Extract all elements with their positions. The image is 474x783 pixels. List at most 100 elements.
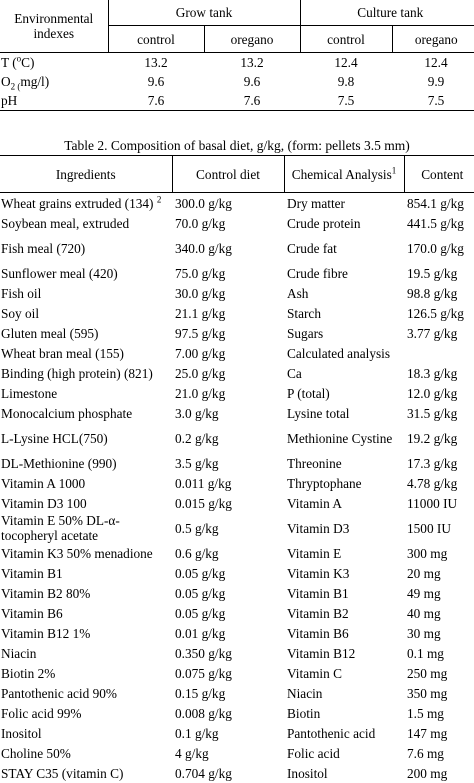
control-diet-cell: 0.05 g/kg bbox=[172, 603, 284, 623]
chemical-analysis-cell: Vitamin B1 bbox=[284, 583, 404, 603]
chemical-analysis-cell: Crude protein bbox=[284, 213, 404, 233]
content-cell: 31.5 g/kg bbox=[404, 403, 474, 423]
content-cell: 49 mg bbox=[404, 583, 474, 603]
ingredient-cell: Wheat grains extruded (134) 2 bbox=[0, 193, 172, 214]
control-diet-cell: 0.1 g/kg bbox=[172, 723, 284, 743]
ingredient-cell: Vitamin E 50% DL-α-tocopheryl acetate bbox=[0, 513, 172, 543]
ingredient-cell: Inositol bbox=[0, 723, 172, 743]
chemical-analysis-cell: Starch bbox=[284, 303, 404, 323]
control-diet-cell: 0.075 g/kg bbox=[172, 663, 284, 683]
control-diet-cell: 0.05 g/kg bbox=[172, 583, 284, 603]
chemical-analysis-cell: Crude fibre bbox=[284, 263, 404, 283]
cell-value: 12.4 bbox=[392, 53, 474, 73]
control-diet-cell: 0.6 g/kg bbox=[172, 543, 284, 563]
content-cell: 17.3 g/kg bbox=[404, 453, 474, 473]
chemical-analysis-cell: Niacin bbox=[284, 683, 404, 703]
ingredient-cell: Folic acid 99% bbox=[0, 703, 172, 723]
chemical-analysis-cell: Pantothenic acid bbox=[284, 723, 404, 743]
control-diet-cell: 0.5 g/kg bbox=[172, 513, 284, 543]
cell-value: 13.2 bbox=[204, 53, 300, 73]
control-diet-cell: 30.0 g/kg bbox=[172, 283, 284, 303]
content-cell: 126.5 g/kg bbox=[404, 303, 474, 323]
control-diet-cell: 75.0 g/kg bbox=[172, 263, 284, 283]
control-diet-cell: 0.704 g/kg bbox=[172, 763, 284, 783]
cell-value: 7.5 bbox=[300, 91, 392, 111]
chemical-analysis-header: Chemical Analysis1 bbox=[284, 156, 404, 193]
ingredient-cell: Wheat bran meal (155) bbox=[0, 343, 172, 363]
cell-value: 13.2 bbox=[108, 53, 204, 73]
chemical-analysis-cell: Calculated analysis bbox=[284, 343, 404, 363]
chemical-analysis-cell: Vitamin E bbox=[284, 543, 404, 563]
basal-diet-table: Ingredients Control diet Chemical Analys… bbox=[0, 155, 474, 783]
subcol-header: oregano bbox=[204, 26, 300, 53]
control-diet-cell: 0.05 g/kg bbox=[172, 563, 284, 583]
content-cell: 441.5 g/kg bbox=[404, 213, 474, 233]
content-cell: 300 mg bbox=[404, 543, 474, 563]
ingredient-cell: Vitamin B6 bbox=[0, 603, 172, 623]
ingredient-cell: DL-Methionine (990) bbox=[0, 453, 172, 473]
environmental-indexes-table: Environmental indexes Grow tank Culture … bbox=[0, 0, 474, 111]
ingredient-cell: Soy oil bbox=[0, 303, 172, 323]
content-cell: 18.3 g/kg bbox=[404, 363, 474, 383]
chemical-analysis-cell: Biotin bbox=[284, 703, 404, 723]
control-diet-header: Control diet bbox=[172, 156, 284, 193]
control-diet-cell: 0.01 g/kg bbox=[172, 623, 284, 643]
cell-value: 7.6 bbox=[108, 91, 204, 111]
ingredient-cell: Soybean meal, extruded bbox=[0, 213, 172, 233]
control-diet-cell: 3.0 g/kg bbox=[172, 403, 284, 423]
content-cell: 19.5 g/kg bbox=[404, 263, 474, 283]
content-cell: 350 mg bbox=[404, 683, 474, 703]
ingredients-header: Ingredients bbox=[0, 156, 172, 193]
subcol-header: oregano bbox=[392, 26, 474, 53]
row-label: T (oC) bbox=[0, 53, 108, 73]
ingredient-cell: Vitamin D3 100 bbox=[0, 493, 172, 513]
control-diet-cell: 0.15 g/kg bbox=[172, 683, 284, 703]
cell-value: 9.6 bbox=[108, 72, 204, 91]
control-diet-cell: 300.0 g/kg bbox=[172, 193, 284, 214]
ingredient-cell: Vitamin A 1000 bbox=[0, 473, 172, 493]
ingredient-cell: Vitamin B12 1% bbox=[0, 623, 172, 643]
content-cell: 147 mg bbox=[404, 723, 474, 743]
control-diet-cell: 3.5 g/kg bbox=[172, 453, 284, 473]
content-cell: 250 mg bbox=[404, 663, 474, 683]
table-row: O2 (mg/l) 9.6 9.6 9.8 9.9 bbox=[0, 72, 474, 91]
chemical-analysis-cell: Lysine total bbox=[284, 403, 404, 423]
content-cell: 200 mg bbox=[404, 763, 474, 783]
control-diet-cell: 0.350 g/kg bbox=[172, 643, 284, 663]
ingredient-cell: Vitamin K3 50% menadione bbox=[0, 543, 172, 563]
control-diet-cell: 4 g/kg bbox=[172, 743, 284, 763]
control-diet-cell: 97.5 g/kg bbox=[172, 323, 284, 343]
ingredient-cell: Fish meal (720) bbox=[0, 233, 172, 263]
env-indexes-header: Environmental indexes bbox=[0, 0, 108, 53]
control-diet-cell: 21.0 g/kg bbox=[172, 383, 284, 403]
chemical-analysis-cell: Vitamin B6 bbox=[284, 623, 404, 643]
content-cell: 3.77 g/kg bbox=[404, 323, 474, 343]
ingredient-cell: STAY C35 (vitamin C) bbox=[0, 763, 172, 783]
grow-tank-header: Grow tank bbox=[108, 0, 300, 26]
content-cell: 854.1 g/kg bbox=[404, 193, 474, 214]
row-label: O2 (mg/l) bbox=[0, 72, 108, 91]
content-cell: 40 mg bbox=[404, 603, 474, 623]
chemical-analysis-cell: Methionine Cystine bbox=[284, 423, 404, 453]
control-diet-cell: 25.0 g/kg bbox=[172, 363, 284, 383]
content-cell: 0.1 mg bbox=[404, 643, 474, 663]
chemical-analysis-cell: Crude fat bbox=[284, 233, 404, 263]
